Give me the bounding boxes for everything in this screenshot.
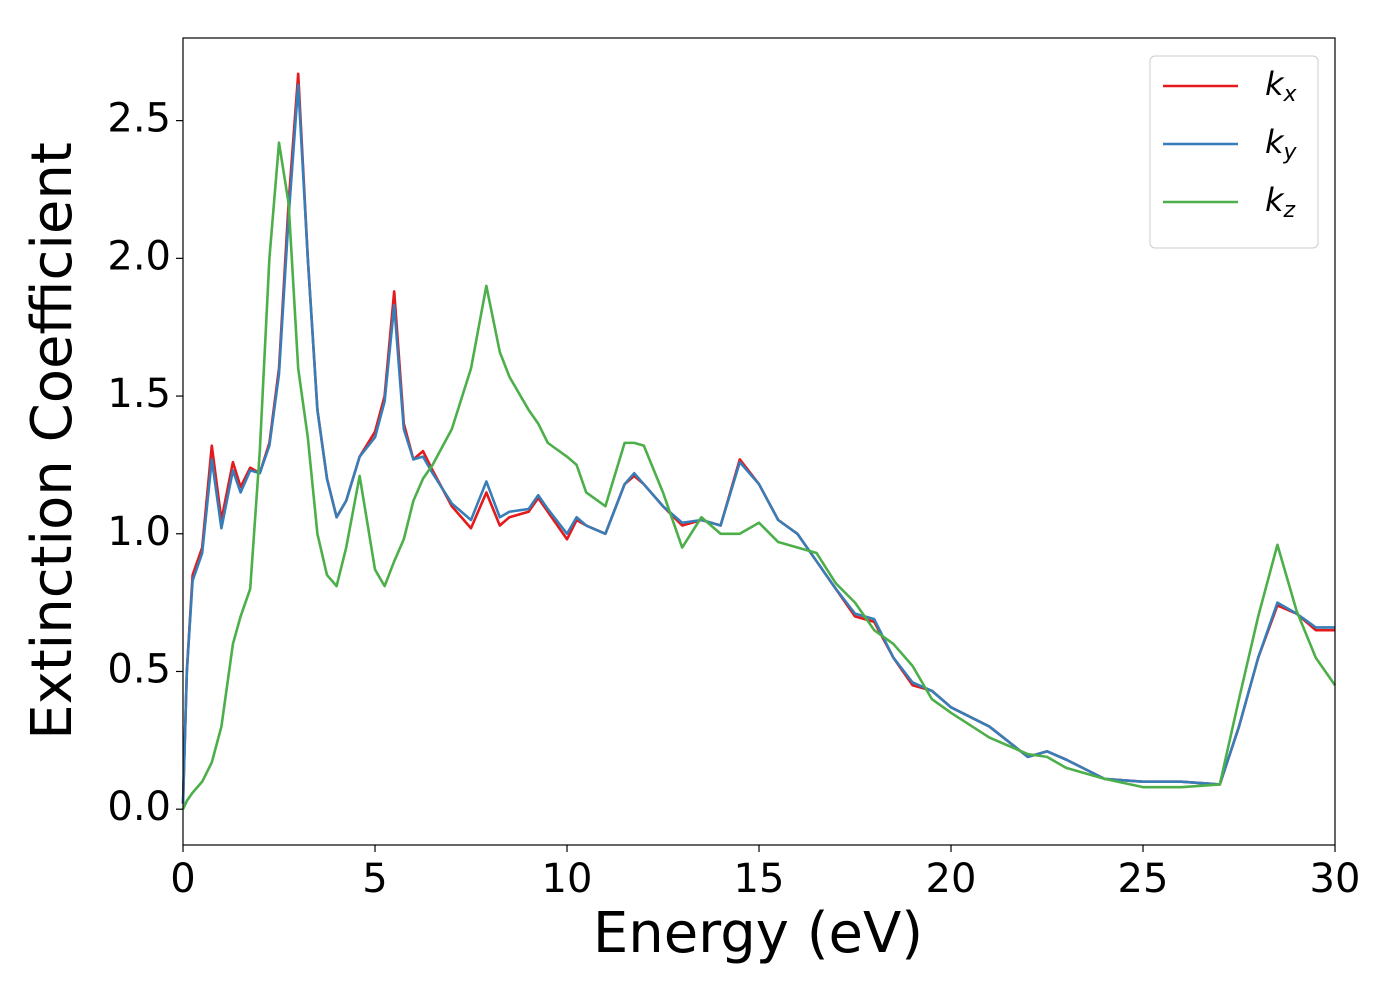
y-tick-label: 0.0 (107, 784, 171, 830)
legend-label: kx (1265, 65, 1298, 107)
legend: kx ky kz (1149, 55, 1319, 249)
y-tick-label: 0.5 (107, 646, 171, 692)
x-axis-label: Energy (eV) (593, 901, 923, 966)
x-tick-label: 20 (926, 856, 977, 902)
y-tick-label: 2.0 (107, 233, 171, 279)
x-tick-label: 10 (542, 856, 593, 902)
x-tick-label: 30 (1310, 856, 1361, 902)
plot-frame (182, 37, 1336, 846)
legend-label: kz (1265, 181, 1296, 223)
x-tick-label: 0 (170, 856, 195, 902)
x-tick-label: 15 (734, 856, 785, 902)
legend-box (1149, 55, 1319, 249)
data-line (181, 83, 1335, 804)
x-tick-label: 25 (1118, 856, 1169, 902)
y-tick-label: 1.5 (107, 371, 171, 417)
y-axis-label: Extinction Coefficient (20, 142, 85, 740)
legend-label: ky (1265, 123, 1298, 165)
y-tick-label: 2.5 (107, 96, 171, 142)
x-tick-label: 5 (362, 856, 387, 902)
data-line (181, 141, 1337, 810)
y-tick-label: 1.0 (107, 509, 171, 555)
